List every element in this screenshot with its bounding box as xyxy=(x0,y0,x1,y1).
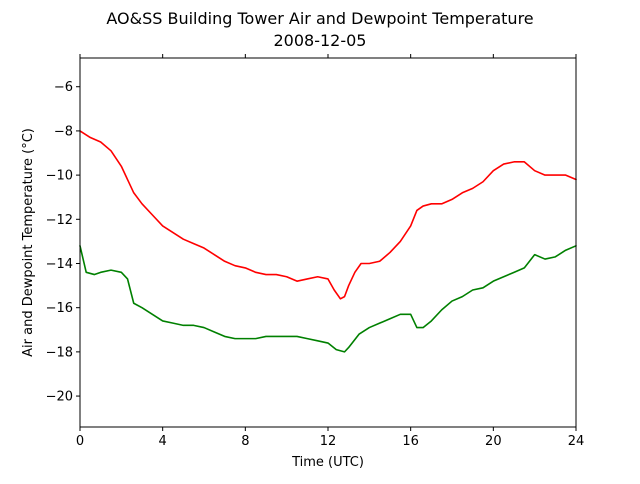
x-tick-label: 20 xyxy=(485,434,502,449)
x-axis-label: Time (UTC) xyxy=(291,455,364,470)
x-tick-label: 12 xyxy=(320,434,337,449)
y-tick-label: −14 xyxy=(46,257,73,272)
axis-layer: 0 4 8 12 16 20 24 −20 −18 −16 −14 −12 −10 −8 −6 xyxy=(46,54,585,449)
chart-subtitle: 2008-12-05 xyxy=(274,31,367,50)
chart-title: AO&SS Building Tower Air and Dewpoint Te… xyxy=(106,9,533,28)
dewpoint-temperature-line xyxy=(79,245,577,353)
x-tick-label: 16 xyxy=(402,434,419,449)
y-axis-label: Air and Dewpoint Temperature (°C) xyxy=(21,128,36,357)
x-tick-label: 0 xyxy=(76,434,84,449)
y-tick-label: −20 xyxy=(46,390,73,405)
x-tick-label: 24 xyxy=(568,434,585,449)
x-tick-label: 4 xyxy=(159,434,167,449)
y-tick-label: −16 xyxy=(46,301,73,316)
plot-area xyxy=(80,58,576,427)
y-tick-label: −8 xyxy=(54,124,73,139)
y-tick-label: −10 xyxy=(46,169,73,184)
y-tick-label: −6 xyxy=(54,80,73,95)
series-layer xyxy=(79,130,577,353)
y-tick-label: −12 xyxy=(46,213,73,228)
y-tick-label: −18 xyxy=(46,345,73,360)
x-tick-label: 8 xyxy=(241,434,249,449)
air-temperature-line xyxy=(79,130,577,300)
